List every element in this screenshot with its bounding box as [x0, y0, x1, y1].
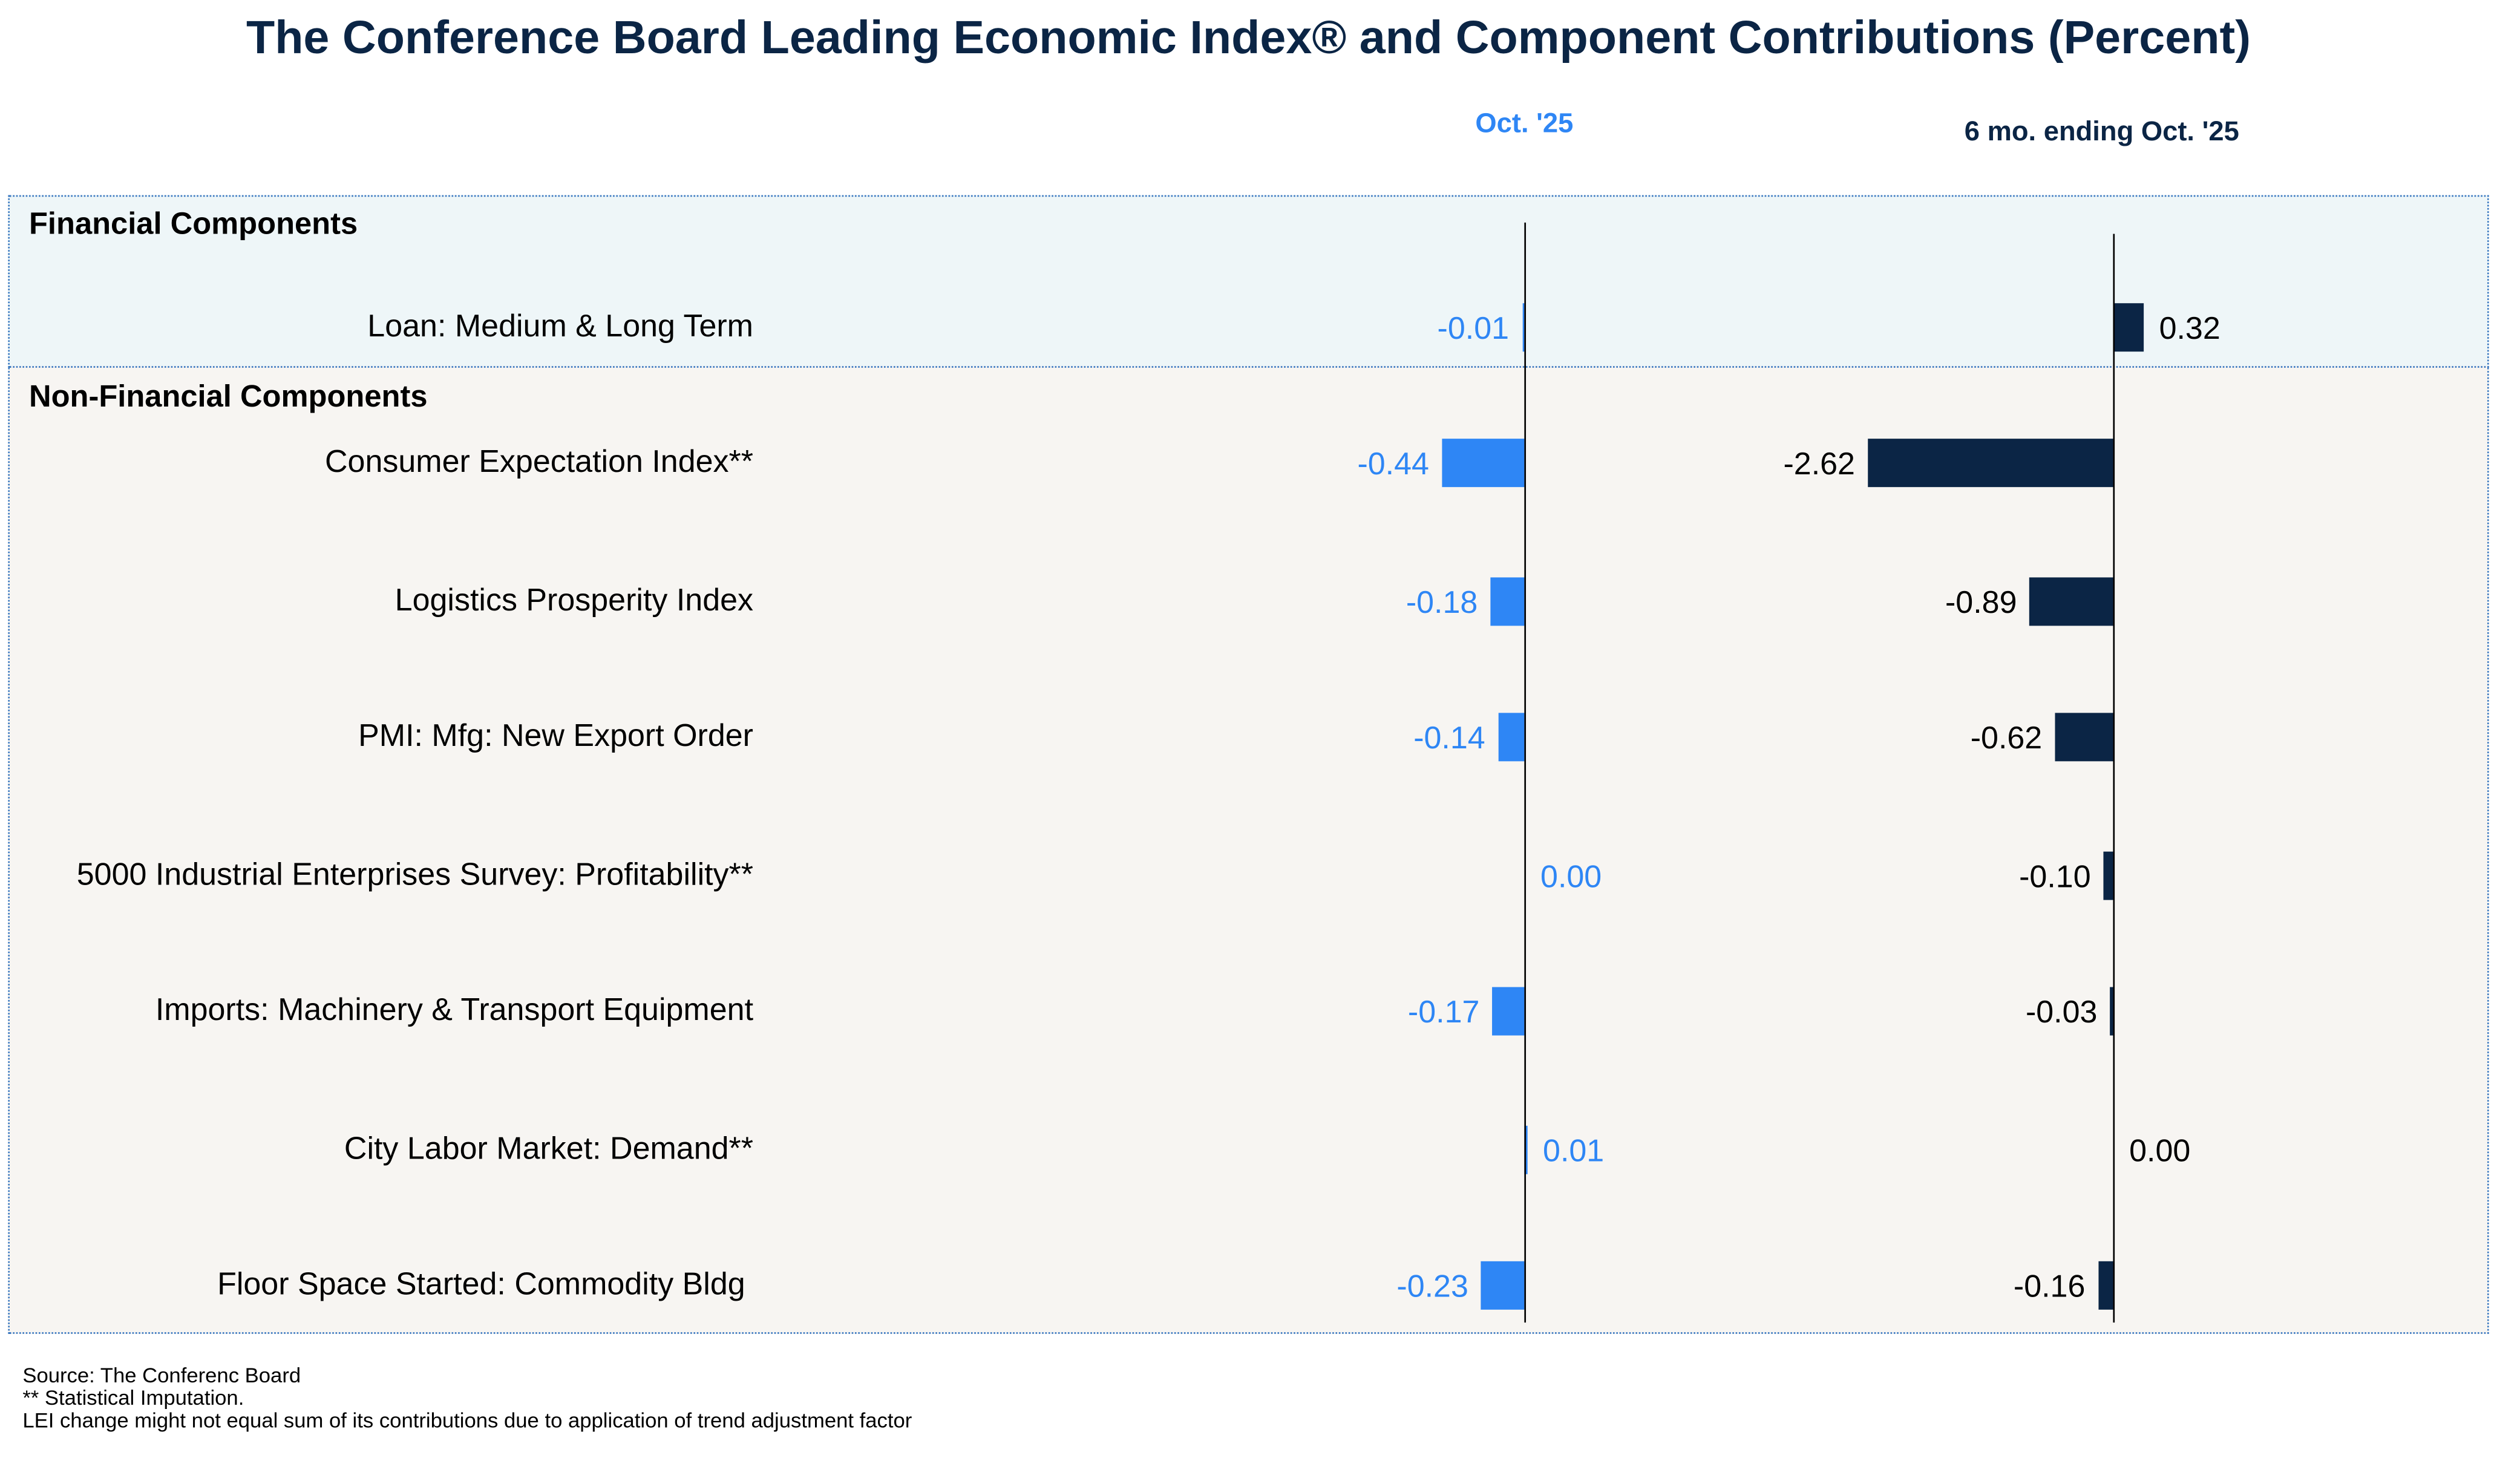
section-title-financial: Financial Components [28, 208, 358, 242]
footer-source: Source: The Conferenc Board [22, 1362, 301, 1387]
bar-6mo [1868, 439, 2113, 488]
bar-6mo [2098, 1261, 2113, 1310]
section-title-non-financial: Non-Financial Components [28, 381, 428, 415]
value-label-oct: -0.18 [1406, 585, 1478, 621]
bar-oct [1522, 303, 1525, 352]
bar-6mo [2103, 851, 2113, 900]
value-label-oct: 0.00 [1540, 859, 1602, 895]
axis-6mo [2112, 234, 2115, 1323]
bar-oct [1490, 577, 1525, 626]
category-label: PMI: Mfg: New Export Order [358, 718, 754, 754]
category-label: Consumer Expectation Index** [324, 444, 754, 480]
value-label-6mo: 0.32 [2159, 311, 2220, 347]
value-label-oct: -0.14 [1413, 721, 1485, 757]
financial-section [8, 195, 2489, 368]
value-label-6mo: 0.00 [2129, 1134, 2191, 1169]
axis-oct [1523, 222, 1526, 1323]
bar-oct [1442, 439, 1525, 488]
category-label: Floor Space Started: Commodity Bldg [217, 1267, 745, 1303]
value-label-6mo: -0.62 [1970, 721, 2043, 757]
column-header-oct: Oct. '25 [1475, 108, 1574, 139]
non-financial-section [8, 366, 2489, 1334]
value-label-oct: -0.23 [1396, 1269, 1468, 1305]
bar-oct [1498, 713, 1525, 762]
bar-6mo [2055, 713, 2113, 762]
bar-oct [1481, 1261, 1525, 1310]
footer-note-trend: LEI change might not equal sum of its co… [22, 1408, 912, 1433]
category-label: 5000 Industrial Enterprises Survey: Prof… [76, 857, 754, 893]
value-label-6mo: -0.89 [1945, 585, 2017, 621]
value-label-6mo: -0.10 [2019, 859, 2091, 895]
footer-note-imputation: ** Statistical Imputation. [22, 1385, 244, 1410]
value-label-oct: -0.44 [1357, 446, 1429, 483]
bar-6mo [2110, 987, 2113, 1036]
value-label-6mo: -2.62 [1783, 446, 1855, 483]
category-label: City Labor Market: Demand** [344, 1131, 754, 1167]
chart-title: The Conference Board Leading Economic In… [246, 13, 2251, 65]
category-label: Imports: Machinery & Transport Equipment [155, 992, 754, 1028]
category-label: Logistics Prosperity Index [394, 583, 754, 619]
value-label-oct: -0.17 [1407, 995, 1480, 1031]
value-label-6mo: -0.16 [2013, 1269, 2086, 1305]
column-header-6mo: 6 mo. ending Oct. '25 [1964, 116, 2239, 147]
category-label: Loan: Medium & Long Term [367, 309, 754, 345]
bar-6mo [2029, 577, 2113, 626]
value-label-oct: 0.01 [1543, 1134, 1605, 1169]
bar-oct [1492, 987, 1525, 1036]
bar-6mo [2113, 303, 2143, 352]
value-label-6mo: -0.03 [2025, 995, 2098, 1031]
value-label-oct: -0.01 [1437, 311, 1510, 347]
